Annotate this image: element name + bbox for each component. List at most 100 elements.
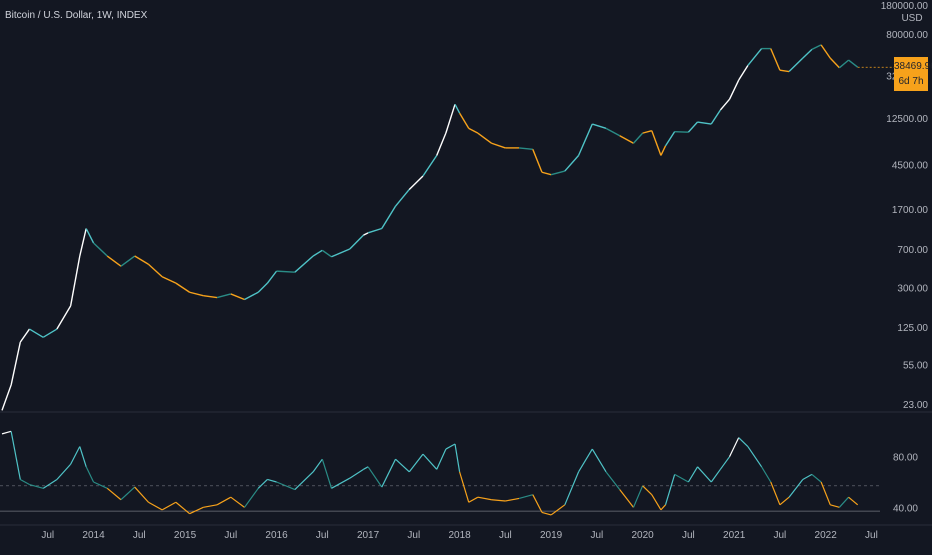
- price-axis-tick: 4500.00: [892, 161, 929, 172]
- price-axis-tick: 1700.00: [892, 205, 929, 216]
- oscillator-segment: [542, 512, 551, 515]
- time-axis-tick: Jul: [499, 530, 512, 541]
- price-segment: [830, 58, 839, 68]
- price-axis-tick: 180000.00: [881, 1, 929, 12]
- oscillator-segment: [29, 485, 43, 489]
- price-segment: [803, 49, 812, 58]
- time-axis-tick: 2022: [815, 530, 838, 541]
- oscillator-segment: [565, 472, 579, 505]
- oscillator-segment: [148, 502, 162, 510]
- price-segment: [652, 131, 661, 156]
- price-segment: [446, 104, 455, 133]
- price-segment: [295, 256, 313, 272]
- oscillator-segment: [505, 498, 519, 501]
- oscillator-segment: [661, 505, 666, 510]
- oscillator-segment: [43, 479, 57, 488]
- time-axis-tick: Jul: [133, 530, 146, 541]
- price-segment: [789, 58, 803, 71]
- price-segment: [579, 124, 593, 155]
- oscillator-segment: [720, 457, 729, 470]
- price-segment: [698, 122, 712, 124]
- oscillator-segment: [71, 447, 80, 465]
- last-price-label: 38469.96 6d 7h: [894, 57, 928, 91]
- time-axis-tick: Jul: [41, 530, 54, 541]
- time-axis-tick: Jul: [590, 530, 603, 541]
- oscillator-segment: [313, 459, 322, 472]
- oscillator-segment: [652, 495, 661, 510]
- oscillator-segment: [821, 482, 830, 505]
- oscillator-segment: [711, 469, 720, 482]
- price-segment: [231, 294, 245, 300]
- oscillator-segment: [245, 488, 259, 507]
- price-segment: [542, 172, 551, 174]
- price-segment: [190, 292, 204, 295]
- oscillator-axis-tick: 40.00: [893, 503, 918, 514]
- price-segment: [739, 65, 748, 80]
- oscillator-segment: [162, 502, 176, 510]
- price-segment: [643, 131, 652, 133]
- price-segment: [148, 264, 162, 276]
- oscillator-segment: [675, 474, 689, 482]
- price-segment: [409, 176, 423, 189]
- oscillator-segment: [277, 482, 295, 490]
- oscillator-segment: [519, 495, 533, 499]
- oscillator-segment: [606, 472, 620, 490]
- time-axis-tick: Jul: [774, 530, 787, 541]
- oscillator-segment: [322, 459, 331, 488]
- oscillator-segment: [460, 472, 469, 502]
- price-segment: [620, 136, 634, 144]
- time-axis-tick: 2016: [265, 530, 288, 541]
- oscillator-segment: [469, 497, 478, 502]
- oscillator-segment: [446, 444, 455, 449]
- price-segment: [839, 60, 848, 68]
- oscillator-segment: [478, 497, 492, 500]
- time-axis-tick: 2014: [82, 530, 105, 541]
- oscillator-segment: [121, 487, 135, 500]
- price-segment: [350, 235, 364, 249]
- oscillator-segment: [331, 478, 349, 488]
- price-segment: [331, 249, 349, 257]
- price-axis-tick: 55.00: [903, 360, 928, 371]
- oscillator-segment: [771, 482, 780, 505]
- price-segment: [245, 292, 259, 299]
- price-segment: [666, 132, 675, 146]
- bar-countdown: 6d 7h: [894, 74, 928, 89]
- price-segment: [277, 271, 295, 272]
- oscillator-segment: [780, 497, 789, 505]
- oscillator-segment: [267, 479, 276, 482]
- oscillator-segment: [551, 505, 565, 515]
- oscillator-segment: [80, 447, 86, 467]
- oscillator-segment: [812, 474, 821, 482]
- price-segment: [771, 49, 780, 71]
- price-segment: [688, 122, 697, 132]
- oscillator-segment: [803, 474, 812, 479]
- price-segment: [492, 143, 506, 148]
- price-segment: [57, 306, 71, 329]
- price-segment: [460, 113, 469, 128]
- price-segment: [313, 250, 322, 256]
- price-segment: [396, 189, 410, 206]
- oscillator-segment: [382, 459, 396, 487]
- price-segment: [711, 110, 720, 124]
- oscillator-segment: [363, 467, 368, 470]
- oscillator-segment: [176, 502, 190, 513]
- last-price-value: 38469.96: [894, 59, 928, 74]
- oscillator-segment: [94, 482, 108, 488]
- price-segment: [565, 155, 579, 171]
- oscillator-segment: [592, 449, 606, 472]
- oscillator-segment: [849, 497, 858, 505]
- oscillator-segment: [698, 467, 712, 482]
- price-segment: [86, 229, 93, 243]
- oscillator-segment: [57, 464, 71, 479]
- price-segment: [11, 342, 20, 385]
- oscillator-segment: [533, 495, 542, 513]
- time-axis-tick: Jul: [316, 530, 329, 541]
- oscillator-segment: [217, 497, 231, 505]
- oscillator-segment: [633, 486, 642, 508]
- time-axis-tick: 2017: [357, 530, 380, 541]
- price-axis-tick: 125.00: [897, 323, 928, 334]
- price-segment: [43, 329, 57, 337]
- price-segment: [812, 45, 821, 50]
